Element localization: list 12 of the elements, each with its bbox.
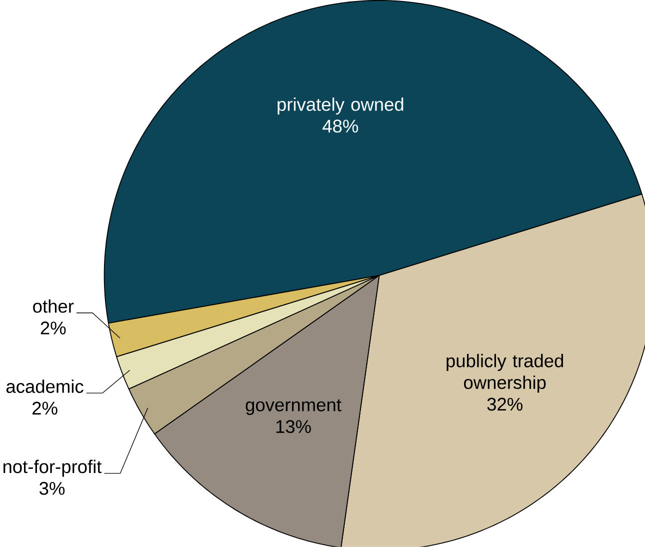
slice-label: not-for-profit — [4, 460, 102, 477]
data-label: 32% — [487, 398, 522, 411]
slice-label: other — [33, 299, 74, 313]
data-label: 13% — [276, 420, 311, 434]
data-label: 2% — [40, 322, 66, 334]
slice-label: government — [246, 399, 342, 416]
data-label: 3% — [40, 482, 65, 495]
data-label: 48% — [322, 120, 358, 133]
slice-label: privately owned — [278, 98, 404, 115]
data-label: 2% — [32, 402, 58, 415]
slice-label: publicly traded ownership — [446, 354, 564, 393]
slice-label: academic — [6, 380, 84, 394]
